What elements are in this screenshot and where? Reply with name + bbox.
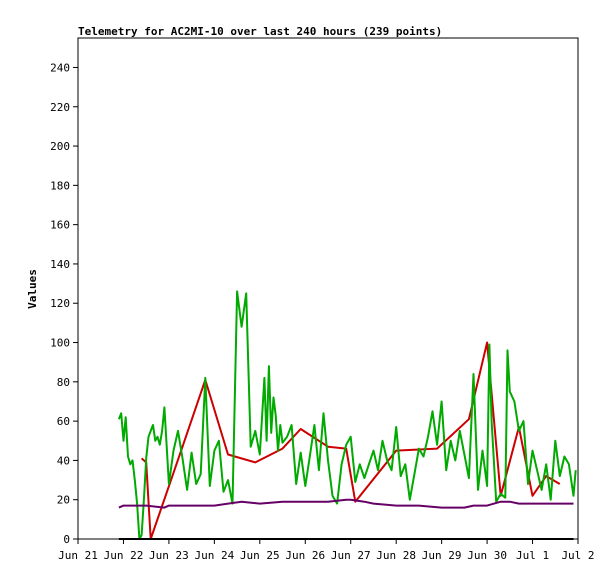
x-tick-label: Jun 25 <box>240 549 280 562</box>
chart-title: Telemetry for AC2MI-10 over last 240 hou… <box>78 25 442 38</box>
y-tick-label: 220 <box>50 101 70 114</box>
y-tick-label: 100 <box>50 337 70 350</box>
y-axis: 0 20 40 60 80 100 120 140 160 180 200 220 240 <box>50 61 78 546</box>
y-tick-label: 80 <box>57 376 70 389</box>
y-tick-label: 140 <box>50 258 70 271</box>
x-tick-label: Jun 21 <box>58 549 98 562</box>
y-tick-label: 20 <box>57 494 70 507</box>
y-tick-label: 180 <box>50 179 70 192</box>
series-line-1 <box>117 290 577 540</box>
series-line-2 <box>118 498 574 509</box>
series-layer <box>117 290 577 540</box>
x-tick-label: Jun 22 <box>104 549 144 562</box>
y-tick-label: 120 <box>50 297 70 310</box>
y-tick-label: 160 <box>50 219 70 232</box>
x-tick-label: Jun 29 <box>422 549 462 562</box>
y-tick-label: 40 <box>57 454 70 467</box>
x-tick-label: Jun 30 <box>467 549 507 562</box>
y-axis-label: Values <box>26 269 39 309</box>
y-tick-label: 60 <box>57 415 70 428</box>
y-tick-label: 0 <box>63 533 70 546</box>
y-tick-label: 240 <box>50 61 70 74</box>
x-tick-label: Jul 2 <box>561 549 594 562</box>
x-axis: Jun 21 Jun 22 Jun 23 Jun 24 Jun 25 Jun 26 Jun … <box>58 539 595 562</box>
x-tick-label: Jun 23 <box>149 549 189 562</box>
y-tick-label: 200 <box>50 140 70 153</box>
x-tick-label: Jun 24 <box>194 549 234 562</box>
x-tick-label: Jun 26 <box>285 549 325 562</box>
x-tick-label: Jun 27 <box>331 549 371 562</box>
x-tick-label: Jun 28 <box>376 549 416 562</box>
x-tick-label: Jul 1 <box>516 549 549 562</box>
